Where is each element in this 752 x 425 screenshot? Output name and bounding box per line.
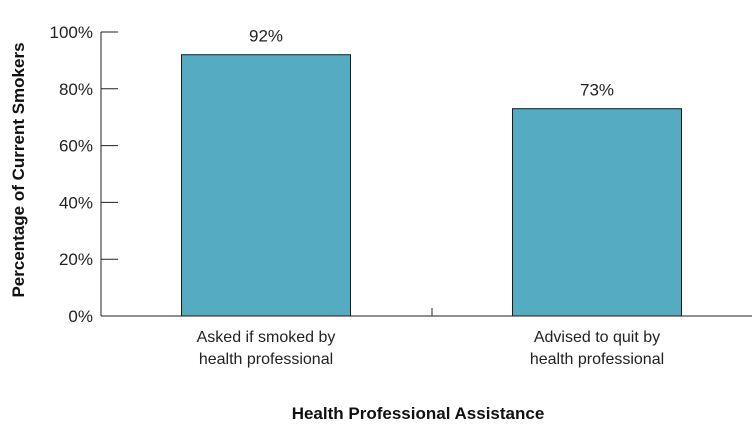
y-axis-title: Percentage of Current Smokers xyxy=(9,42,28,297)
bar-2 xyxy=(512,108,682,317)
x-category-label-line: health professional xyxy=(530,351,664,368)
y-tick-label: 80% xyxy=(59,80,93,99)
y-tick-label: 0% xyxy=(68,307,93,326)
y-tick-label: 60% xyxy=(59,137,93,156)
bar-value-label: 92% xyxy=(249,27,283,46)
bar-1 xyxy=(181,54,351,317)
y-tick-label: 40% xyxy=(59,193,93,212)
x-category-label-line: Advised to quit by xyxy=(534,329,660,346)
x-axis-title: Health Professional Assistance xyxy=(292,404,545,423)
y-tick-label: 20% xyxy=(59,250,93,269)
y-axis-ticks: 0% 20% 40% 60% 80% 100% xyxy=(50,23,433,326)
bar-value-label: 73% xyxy=(580,81,614,100)
bars-group: 92% 73% xyxy=(181,27,682,317)
y-tick-label: 100% xyxy=(50,23,93,42)
x-category-label: Asked if smoked by health professional xyxy=(197,329,336,368)
x-category-label: Advised to quit by health professional xyxy=(530,329,664,368)
x-category-label-line: Asked if smoked by xyxy=(197,329,336,346)
x-category-label-line: health professional xyxy=(199,351,333,368)
x-axis-category-labels: Asked if smoked by health professionalAdv… xyxy=(197,329,665,368)
